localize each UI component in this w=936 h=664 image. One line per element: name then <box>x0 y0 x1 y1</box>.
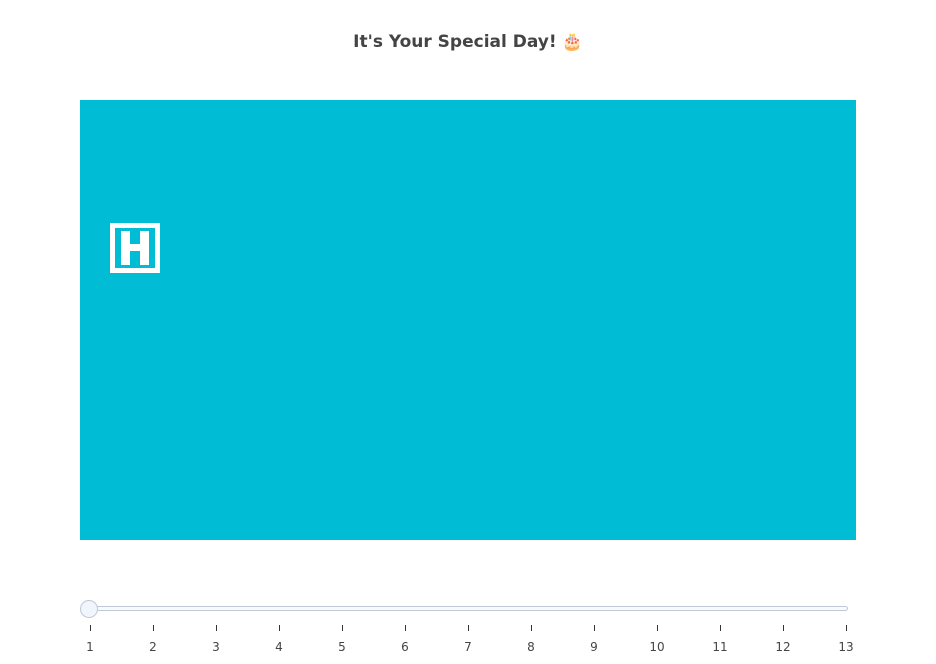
title-text: It's Your Special Day! <box>353 32 557 52</box>
slider-tick-label[interactable]: 6 <box>401 640 409 654</box>
slider-tick <box>153 625 154 631</box>
slider-tick <box>90 625 91 631</box>
animation-canvas <box>80 100 856 540</box>
glyph-right-stem <box>140 231 149 265</box>
glyph-crossbar <box>130 244 140 251</box>
slider-tick <box>720 625 721 631</box>
birthday-cake-icon: 🎂 <box>561 32 583 52</box>
slider-tick-label[interactable]: 2 <box>149 640 157 654</box>
slider-tick-label[interactable]: 4 <box>275 640 283 654</box>
slider-tick-label[interactable]: 10 <box>649 640 665 654</box>
slider-handle[interactable] <box>80 600 98 618</box>
slider-tick-label[interactable]: 7 <box>464 640 472 654</box>
slider-tick <box>594 625 595 631</box>
letter-h-glyph <box>110 223 160 273</box>
slider-rail[interactable] <box>90 606 848 611</box>
slider-tick-label[interactable]: 5 <box>338 640 346 654</box>
slider-tick <box>279 625 280 631</box>
slider-tick-label[interactable]: 1 <box>86 640 94 654</box>
slider-tick <box>405 625 406 631</box>
slider-tick <box>216 625 217 631</box>
glyph-left-stem <box>121 231 130 265</box>
slider-tick <box>468 625 469 631</box>
slider-tick-label[interactable]: 9 <box>590 640 598 654</box>
slider-tick <box>846 625 847 631</box>
slider-tick <box>657 625 658 631</box>
slider-tick-label[interactable]: 8 <box>527 640 535 654</box>
slider-tick-label[interactable]: 11 <box>712 640 728 654</box>
frame-slider: 1 2 3 4 5 6 7 8 9 10 11 12 13 <box>0 590 936 664</box>
slider-tick <box>342 625 343 631</box>
page-title: It's Your Special Day! 🎂 <box>0 32 936 52</box>
slider-tick-label[interactable]: 3 <box>212 640 220 654</box>
slider-tick-label[interactable]: 13 <box>838 640 854 654</box>
slider-tick-label[interactable]: 12 <box>775 640 791 654</box>
slider-tick <box>783 625 784 631</box>
slider-tick <box>531 625 532 631</box>
